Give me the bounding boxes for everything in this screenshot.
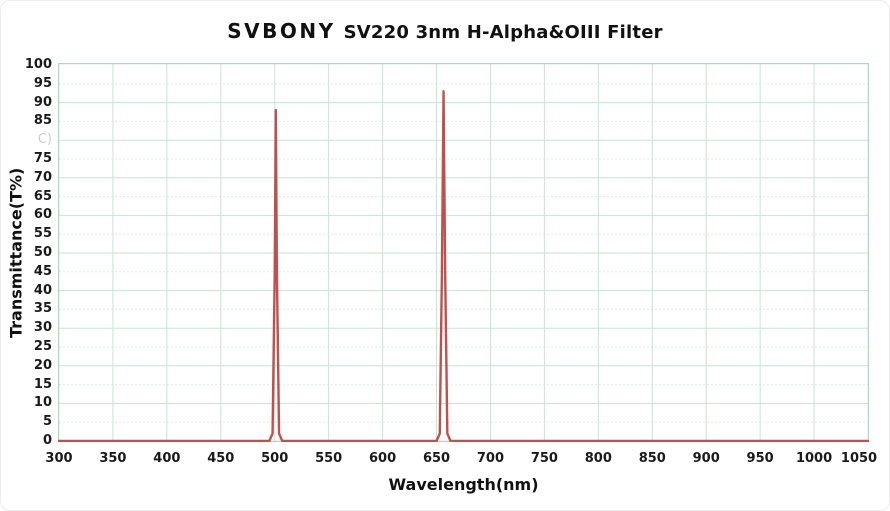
x-tick-label: 300 — [45, 451, 73, 466]
y-tick-label: 15 — [33, 376, 52, 392]
x-axis-title: Wavelength(nm) — [388, 475, 539, 494]
x-tick-label: 1050 — [840, 451, 878, 466]
y-tick-label: 90 — [33, 94, 52, 110]
y-tick-label: 20 — [33, 357, 52, 373]
y-tick-label: 60 — [33, 207, 52, 223]
y-tick-label: 55 — [33, 226, 52, 242]
y-tick-label: 10 — [33, 395, 52, 411]
x-tick-label: 1000 — [795, 451, 833, 466]
y-tick-label: 70 — [33, 169, 52, 185]
y-tick-label: 100 — [24, 57, 52, 72]
y-tick-label: C) — [37, 132, 52, 148]
plot-area — [58, 63, 869, 442]
y-tick-label: 65 — [33, 188, 52, 204]
x-tick-label: 500 — [261, 451, 289, 466]
x-tick-label: 800 — [584, 451, 612, 466]
x-tick-label: 400 — [153, 451, 181, 466]
x-tick-label: 700 — [476, 451, 505, 466]
y-tick-label: 0 — [42, 433, 52, 448]
x-tick-label: 550 — [315, 451, 343, 466]
y-tick-label: 75 — [33, 151, 52, 166]
x-tick-label: 850 — [638, 451, 666, 466]
y-tick-label: 45 — [33, 263, 52, 279]
transmission-curve — [58, 90, 869, 442]
x-tick-label: 650 — [422, 451, 451, 466]
x-tick-label: 900 — [692, 451, 720, 466]
chart-title-text: SV220 3nm H-Alpha&OIII Filter — [343, 22, 663, 43]
chart-title: SVBONY SV220 3nm H-Alpha&OIII Filter — [1, 19, 889, 43]
svbony-logo-text: SVBONY — [227, 19, 336, 43]
y-tick-label: 85 — [33, 113, 52, 129]
x-tick-label: 750 — [530, 451, 558, 466]
y-tick-label: 25 — [33, 339, 52, 354]
x-tick-label: 600 — [369, 451, 397, 466]
x-tick-label: 350 — [99, 451, 127, 466]
y-tick-label: 5 — [42, 414, 52, 430]
y-tick-label: 40 — [33, 282, 52, 298]
y-tick-label: 50 — [33, 245, 52, 260]
y-tick-label: 30 — [33, 320, 52, 336]
spectrum-line-plot — [58, 63, 869, 442]
y-tick-label: 95 — [33, 75, 52, 91]
x-tick-label: 450 — [207, 451, 235, 466]
y-tick-label: 35 — [33, 301, 52, 317]
x-tick-label: 950 — [746, 451, 774, 466]
